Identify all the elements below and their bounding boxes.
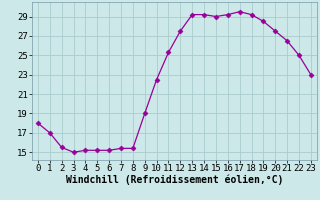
X-axis label: Windchill (Refroidissement éolien,°C): Windchill (Refroidissement éolien,°C) bbox=[66, 175, 283, 185]
